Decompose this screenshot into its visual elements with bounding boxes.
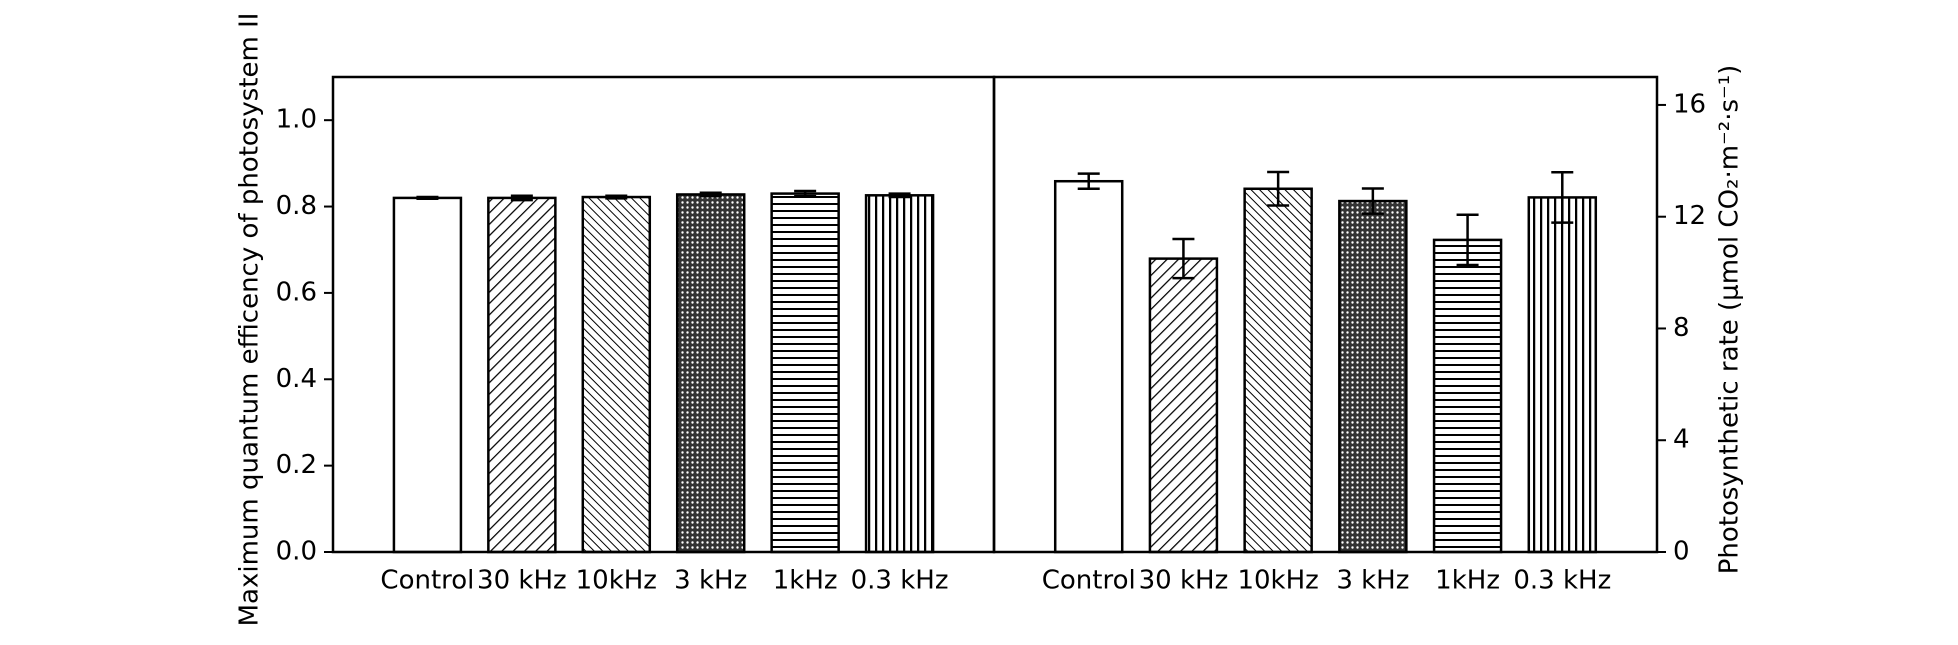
error-bar [699,191,722,198]
y-tick-label: 4 [1673,425,1690,455]
bar [864,194,935,554]
error-bar [510,194,533,202]
bar [581,195,652,554]
bar [1053,179,1124,554]
bar [392,196,463,554]
error-bar [1551,171,1574,224]
y-axis-label: Maximum quantum efficency of photosystem… [235,13,265,627]
error-bar [1267,170,1290,207]
y-tick-label: 16 [1673,89,1706,119]
bar [1338,199,1408,554]
x-tick-label: Control [1042,566,1136,596]
y-tick-label: 0 [1673,537,1690,567]
x-tick-label: Control [380,566,474,596]
y-tick-label: 0.4 [276,364,317,394]
bar [770,192,840,554]
error-bar [888,192,911,199]
error-bar [794,189,817,198]
x-tick-label: 10kHz [576,566,657,596]
y-tick-label: 12 [1673,201,1706,231]
y-tick-label: 8 [1673,313,1690,343]
y-tick-label: 0.8 [276,191,317,221]
bar [1243,187,1313,554]
x-tick-label: 1kHz [773,566,838,596]
y-tick-label: 0.6 [276,277,317,307]
x-tick-label: 0.3 kHz [1513,566,1611,596]
error-bar [1361,187,1384,215]
x-tick-label: 1kHz [1435,566,1500,596]
y-tick-label: 1.0 [276,105,317,135]
error-bar [605,194,628,200]
x-tick-label: 30 kHz [477,566,567,596]
error-bar [1172,237,1195,280]
error-bar [1077,172,1100,191]
x-tick-label: 10kHz [1237,566,1318,596]
error-bar [1456,213,1479,267]
x-tick-label: 3 kHz [1336,566,1409,596]
x-tick-label: 30 kHz [1139,566,1229,596]
y-axis-label: Photosynthetic rate (μmol CO₂·m⁻²·s⁻¹) [1715,65,1745,575]
x-tick-label: 0.3 kHz [851,566,949,596]
bar [1527,196,1598,554]
axes-frame [992,75,1659,554]
x-tick-label: 3 kHz [674,566,747,596]
bar [487,196,557,554]
error-bar [416,195,439,201]
bar [675,193,746,554]
bar [1148,257,1219,554]
bar [1432,238,1503,554]
y-tick-label: 0.0 [276,537,317,567]
y-tick-label: 0.2 [276,450,317,480]
